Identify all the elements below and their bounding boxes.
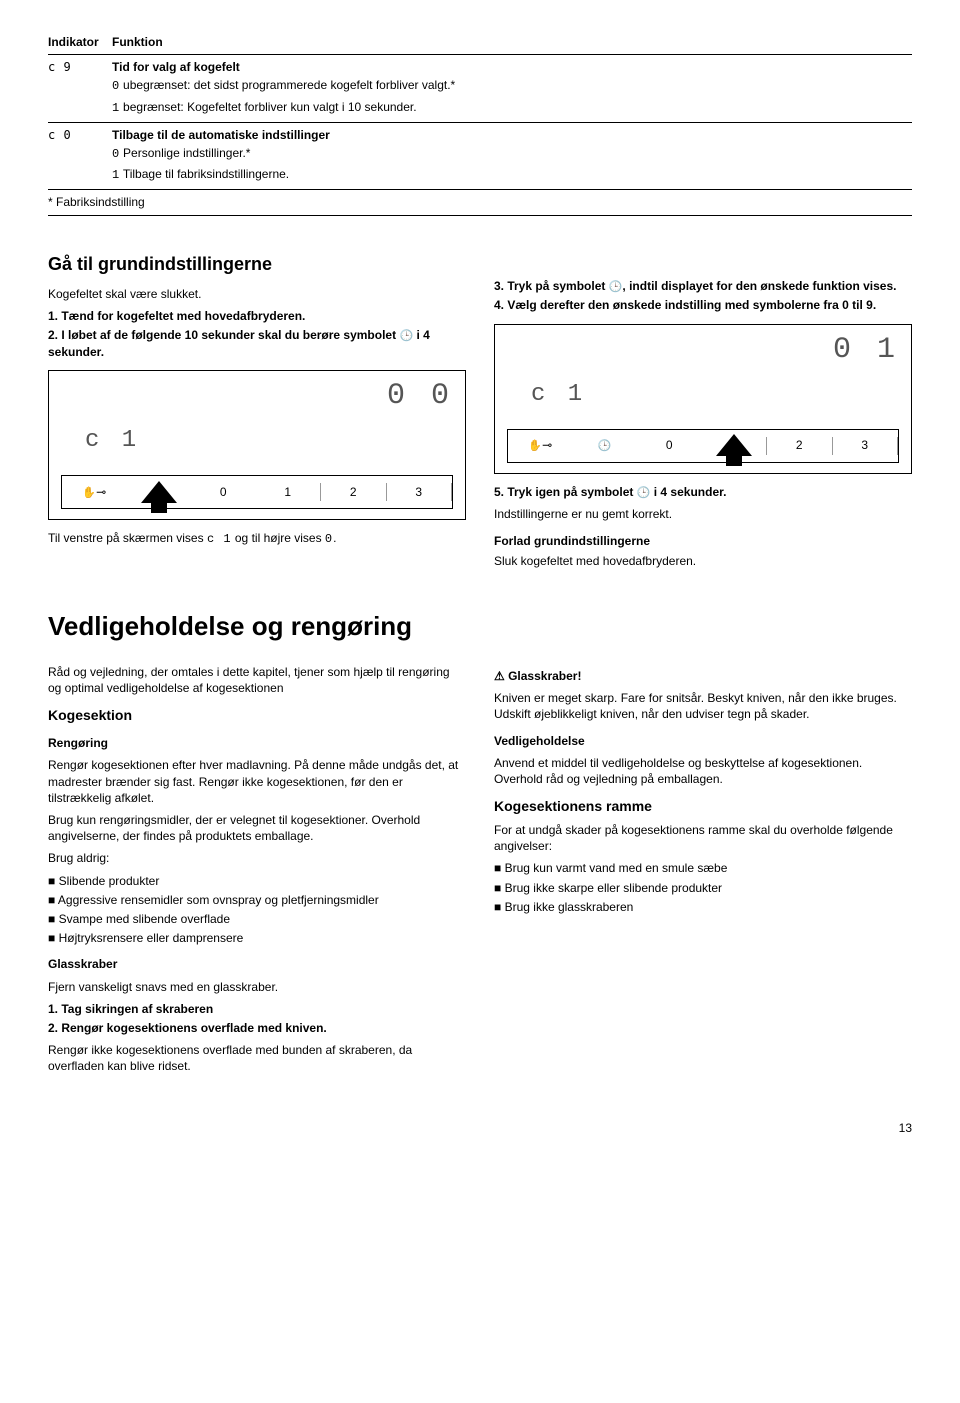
row2-content: Tilbage til de automatiske indstillinger… xyxy=(112,122,912,190)
p-clean2: Brug kun rengøringsmidler, der er velegn… xyxy=(48,812,466,844)
step1: 1. Tænd for kogefeltet med hovedafbryder… xyxy=(48,308,466,324)
display-panel-right: 0 1 c 1 0 1 2 3 xyxy=(494,324,912,474)
row1-title: Tid for valg af kogefelt xyxy=(112,60,240,74)
frame-list: Brug kun varmt vand med en smule sæbe Br… xyxy=(494,860,912,915)
p-gemt: Indstillingerne er nu gemt korrekt. xyxy=(494,506,912,522)
p-clean1: Rengør kogesektionen efter hver madlavni… xyxy=(48,757,466,806)
clock-icon xyxy=(609,279,623,293)
display-sub-right: c 1 xyxy=(531,379,899,411)
ctrl-2: 2 xyxy=(767,437,832,453)
h4-forlad: Forlad grundindstillingerne xyxy=(494,533,912,549)
arrow-up-icon xyxy=(141,481,177,503)
h4-glasskraber-warn: Glasskraber! xyxy=(494,668,912,684)
key-icon xyxy=(542,438,552,452)
ctrl-3: 3 xyxy=(833,437,898,453)
key-icon xyxy=(96,485,106,499)
ctrl-2: 2 xyxy=(321,484,386,500)
ctrl-3: 3 xyxy=(387,484,452,500)
h3-ramme: Kogesektionens ramme xyxy=(494,797,912,816)
step3: 3. Tryk på symbolet , indtil displayet f… xyxy=(494,278,912,295)
never-list: Slibende produkter Aggressive rensemidle… xyxy=(48,873,466,947)
h4-glasskraber: Glasskraber xyxy=(48,956,466,972)
p-ramme: For at undgå skader på kogesektionens ra… xyxy=(494,822,912,854)
row2-line1: 0 Personlige indstillinger.* xyxy=(112,143,904,164)
list-item: Højtryksrensere eller damprensere xyxy=(48,930,466,946)
ctrl-0: 0 xyxy=(191,484,256,500)
display-sub-left: c 1 xyxy=(85,425,453,457)
h4-vedligeholdelse: Vedligeholdelse xyxy=(494,733,912,749)
list-item: Svampe med slibende overflade xyxy=(48,911,466,927)
p-slukket: Kogefeltet skal være slukket. xyxy=(48,286,466,302)
control-row-left: 0 1 2 3 xyxy=(61,475,453,509)
heading-maintenance: Vedligeholdelse og rengøring xyxy=(48,609,912,644)
p-scraper: Fjern vanskeligt snavs med en glasskrabe… xyxy=(48,979,466,995)
display-main-left: 0 0 xyxy=(61,381,453,411)
warning-icon xyxy=(494,669,508,683)
scraper-step2: 2. Rengør kogesektionens overflade med k… xyxy=(48,1020,466,1036)
h3-kogesektion: Kogesektion xyxy=(48,706,466,725)
footnote: * Fabriksindstilling xyxy=(48,190,912,215)
step4: 4. Vælg derefter den ønskede indstilling… xyxy=(494,297,912,313)
th-indikator: Indikator xyxy=(48,30,112,55)
p-vedligeholdelse: Anvend et middel til vedligeholdelse og … xyxy=(494,755,912,787)
list-item: Brug ikke skarpe eller slibende produkte… xyxy=(494,880,912,896)
clock-icon xyxy=(399,328,413,342)
list-item: Slibende produkter xyxy=(48,873,466,889)
row2-indicator: c 0 xyxy=(48,122,112,190)
scraper-step1: 1. Tag sikringen af skraberen xyxy=(48,1001,466,1017)
ctrl-1: 1 xyxy=(256,484,321,500)
maint-right: Glasskraber! Kniven er meget skarp. Fare… xyxy=(494,658,912,1080)
p-glass: Kniven er meget skarp. Fare for snitsår.… xyxy=(494,690,912,722)
h4-rengoring: Rengøring xyxy=(48,735,466,751)
ctrl-0: 0 xyxy=(637,437,702,453)
maint-left: Råd og vejledning, der omtales i dette k… xyxy=(48,658,466,1080)
display-main-right: 0 1 xyxy=(507,335,899,365)
heading-grundindstillinger: Gå til grundindstillingerne xyxy=(48,252,466,276)
display-panel-left: 0 0 c 1 0 1 2 3 xyxy=(48,370,466,520)
row1-line2: 1 begrænset: Kogefeltet forbliver kun va… xyxy=(112,97,904,118)
p-sluk: Sluk kogefeltet med hovedafbryderen. xyxy=(494,553,912,569)
p-scraper-warn: Rengør ikke kogesektionens overflade med… xyxy=(48,1042,466,1074)
control-row-right: 0 1 2 3 xyxy=(507,429,899,463)
row1-line1: 0 ubegrænset: det sidst programmerede ko… xyxy=(112,75,904,96)
arrow-up-icon xyxy=(716,434,752,456)
below-panel-text: Til venstre på skærmen vises c 1 og til … xyxy=(48,530,466,547)
clock-icon xyxy=(637,485,651,499)
th-funktion: Funktion xyxy=(112,30,912,55)
row1-indicator: c 9 xyxy=(48,55,112,123)
list-item: Brug kun varmt vand med en smule sæbe xyxy=(494,860,912,876)
right-column: 3. Tryk på symbolet , indtil displayet f… xyxy=(494,234,912,575)
list-item: Brug ikke glasskraberen xyxy=(494,899,912,915)
page-number: 13 xyxy=(48,1120,912,1136)
row2-title: Tilbage til de automatiske indstillinger xyxy=(112,128,330,142)
step2: 2. I løbet af de følgende 10 sekunder sk… xyxy=(48,327,466,360)
p-never: Brug aldrig: xyxy=(48,850,466,866)
left-column: Gå til grundindstillingerne Kogefeltet s… xyxy=(48,234,466,575)
row2-line2: 1 Tilbage til fabriksindstillingerne. xyxy=(112,164,904,185)
hand-icon xyxy=(528,438,542,452)
hand-icon xyxy=(82,485,96,499)
row1-content: Tid for valg af kogefelt 0 ubegrænset: d… xyxy=(112,55,912,123)
indikator-table: Indikator Funktion c 9 Tid for valg af k… xyxy=(48,30,912,216)
clock-icon xyxy=(598,438,612,452)
list-item: Aggressive rensemidler som ovnspray og p… xyxy=(48,892,466,908)
maint-intro: Råd og vejledning, der omtales i dette k… xyxy=(48,664,466,696)
step5: 5. Tryk igen på symbolet i 4 sekunder. xyxy=(494,484,912,501)
